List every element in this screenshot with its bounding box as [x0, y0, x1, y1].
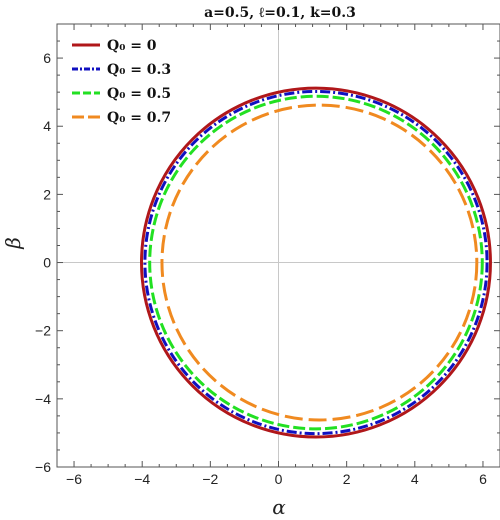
- legend-label-3: Q₀ = 0.7: [107, 110, 171, 126]
- legend-label-0: Q₀ = 0: [107, 38, 157, 54]
- zero-axes: [57, 24, 500, 467]
- chart-title: a=0.5, ℓ=0.1, k=0.3: [204, 5, 356, 21]
- series-curves: [140, 86, 492, 439]
- y-axis-label: β: [1, 237, 25, 250]
- legend-label-1: Q₀ = 0.3: [107, 62, 171, 78]
- y-tick-label: 6: [43, 50, 51, 66]
- y-tick-label: 2: [43, 186, 51, 202]
- x-tick-label: −4: [134, 471, 150, 487]
- x-tick-label: 2: [343, 471, 351, 487]
- y-tick-label: −6: [35, 459, 51, 475]
- x-axis-label: α: [272, 495, 286, 519]
- tick-marks: −6 −4 −2 0 2 4 6 −6 −4 −2 0 2 4 6: [35, 23, 500, 487]
- y-tick-label: −2: [35, 323, 51, 339]
- x-tick-label: 4: [411, 471, 419, 487]
- y-tick-label: 4: [43, 118, 51, 134]
- y-tick-label: −4: [35, 391, 51, 407]
- series-curve-2: [148, 94, 484, 431]
- x-tick-label: −2: [202, 471, 218, 487]
- legend-label-2: Q₀ = 0.5: [107, 86, 171, 102]
- series-curve-0: [140, 86, 492, 439]
- y-tick-label: 0: [43, 255, 51, 271]
- x-tick-label: 6: [479, 471, 487, 487]
- x-tick-label: 0: [275, 471, 283, 487]
- series-curve-3: [160, 103, 479, 422]
- x-tick-label: −6: [66, 471, 82, 487]
- series-curve-1: [143, 89, 489, 436]
- legend: Q₀ = 0 Q₀ = 0.3 Q₀ = 0.5 Q₀ = 0.7: [72, 38, 171, 126]
